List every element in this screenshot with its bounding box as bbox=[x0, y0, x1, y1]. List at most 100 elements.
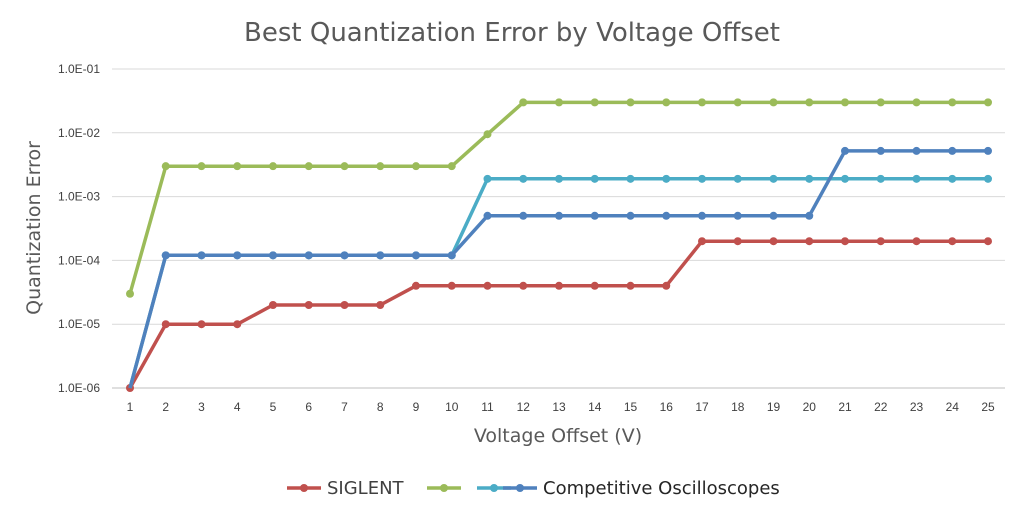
series-1 bbox=[126, 237, 992, 392]
data-point bbox=[876, 146, 885, 155]
data-point bbox=[841, 146, 849, 155]
data-point bbox=[984, 146, 992, 155]
series-line bbox=[128, 149, 988, 389]
data-point bbox=[662, 281, 671, 290]
data-point bbox=[626, 281, 635, 290]
data-point bbox=[876, 98, 885, 107]
data-point bbox=[769, 174, 778, 183]
x-tick-label: 10 bbox=[445, 400, 459, 414]
chart-title: Best Quantization Error by Voltage Offse… bbox=[244, 18, 780, 48]
y-tick-label: 1.0E-01 bbox=[58, 62, 100, 76]
data-point bbox=[984, 237, 992, 246]
data-point bbox=[733, 237, 742, 246]
data-point bbox=[662, 174, 671, 183]
data-point bbox=[519, 211, 528, 220]
data-point bbox=[948, 146, 957, 155]
x-tick-label: 2 bbox=[162, 400, 169, 414]
data-point bbox=[197, 320, 206, 329]
data-point bbox=[626, 98, 635, 107]
data-point bbox=[233, 251, 242, 260]
data-point bbox=[376, 300, 385, 309]
data-point bbox=[197, 162, 206, 171]
data-point bbox=[948, 237, 957, 246]
data-point bbox=[161, 162, 170, 171]
data-point bbox=[912, 174, 921, 183]
x-tick-label: 16 bbox=[660, 400, 674, 414]
x-tick-label: 19 bbox=[767, 400, 781, 414]
data-point bbox=[590, 174, 599, 183]
data-point bbox=[912, 98, 921, 107]
x-axis-ticks: 1 2 3 4 5 6 7 8 9 10 11 12 13 14 15 16 17 18 19 20 21 22 23 24 2… bbox=[127, 400, 995, 414]
data-point bbox=[483, 281, 492, 290]
x-tick-label: 15 bbox=[624, 400, 638, 414]
data-point bbox=[733, 174, 742, 183]
data-point bbox=[876, 237, 885, 246]
x-tick-label: 1 bbox=[127, 400, 134, 414]
data-point bbox=[269, 162, 277, 171]
data-point bbox=[412, 162, 420, 171]
x-tick-label: 20 bbox=[803, 400, 817, 414]
data-point bbox=[698, 98, 706, 107]
series-layer bbox=[126, 98, 992, 392]
data-point bbox=[805, 211, 814, 220]
x-tick-label: 9 bbox=[413, 400, 420, 414]
data-point bbox=[698, 174, 706, 183]
data-point bbox=[876, 174, 885, 183]
x-tick-label: 23 bbox=[910, 400, 924, 414]
data-point bbox=[161, 251, 170, 260]
data-point bbox=[519, 98, 528, 107]
data-point bbox=[447, 162, 456, 171]
data-point bbox=[948, 98, 957, 107]
x-tick-label: 4 bbox=[234, 400, 241, 414]
data-point bbox=[626, 174, 635, 183]
series-line bbox=[128, 239, 988, 389]
data-point bbox=[841, 174, 849, 183]
data-point bbox=[662, 98, 671, 107]
legend-item-4: Competitive Oscilloscopes bbox=[503, 478, 780, 499]
data-point bbox=[376, 251, 385, 260]
data-point bbox=[805, 174, 814, 183]
data-point bbox=[304, 300, 313, 309]
data-point bbox=[340, 251, 349, 260]
series-3 bbox=[128, 174, 992, 389]
data-point bbox=[412, 281, 420, 290]
data-point bbox=[304, 251, 313, 260]
data-point bbox=[912, 146, 921, 155]
x-tick-label: 24 bbox=[946, 400, 960, 414]
data-point bbox=[483, 211, 492, 220]
series-2 bbox=[126, 98, 992, 298]
data-point bbox=[769, 211, 778, 220]
data-point bbox=[841, 237, 849, 246]
x-tick-label: 6 bbox=[305, 400, 312, 414]
data-point bbox=[662, 211, 671, 220]
series-4 bbox=[128, 146, 992, 389]
x-tick-label: 8 bbox=[377, 400, 384, 414]
data-point bbox=[733, 98, 742, 107]
y-tick-label: 1.0E-03 bbox=[58, 190, 100, 204]
data-point bbox=[805, 237, 814, 246]
y-tick-label: 1.0E-05 bbox=[58, 317, 100, 331]
legend-marker bbox=[516, 484, 524, 492]
data-point bbox=[733, 211, 742, 220]
data-point bbox=[161, 320, 170, 329]
data-point bbox=[555, 211, 563, 220]
data-point bbox=[984, 98, 992, 107]
data-point bbox=[447, 281, 456, 290]
data-point bbox=[233, 320, 242, 329]
y-axis-ticks: 1.0E-06 1.0E-05 1.0E-04 1.0E-03 1.0E-02 1.0E-… bbox=[58, 62, 100, 395]
data-point bbox=[519, 281, 528, 290]
x-tick-label: 13 bbox=[552, 400, 566, 414]
x-tick-label: 22 bbox=[874, 400, 888, 414]
data-point bbox=[269, 251, 277, 260]
y-tick-label: 1.0E-04 bbox=[58, 253, 100, 267]
data-point bbox=[376, 162, 385, 171]
x-tick-label: 3 bbox=[198, 400, 205, 414]
y-tick-label: 1.0E-02 bbox=[58, 126, 100, 140]
x-tick-label: 17 bbox=[695, 400, 709, 414]
x-axis-title: Voltage Offset (V) bbox=[474, 425, 642, 447]
legend-marker bbox=[300, 484, 308, 492]
x-tick-label: 7 bbox=[341, 400, 348, 414]
x-tick-label: 25 bbox=[981, 400, 995, 414]
legend-marker bbox=[440, 484, 448, 492]
